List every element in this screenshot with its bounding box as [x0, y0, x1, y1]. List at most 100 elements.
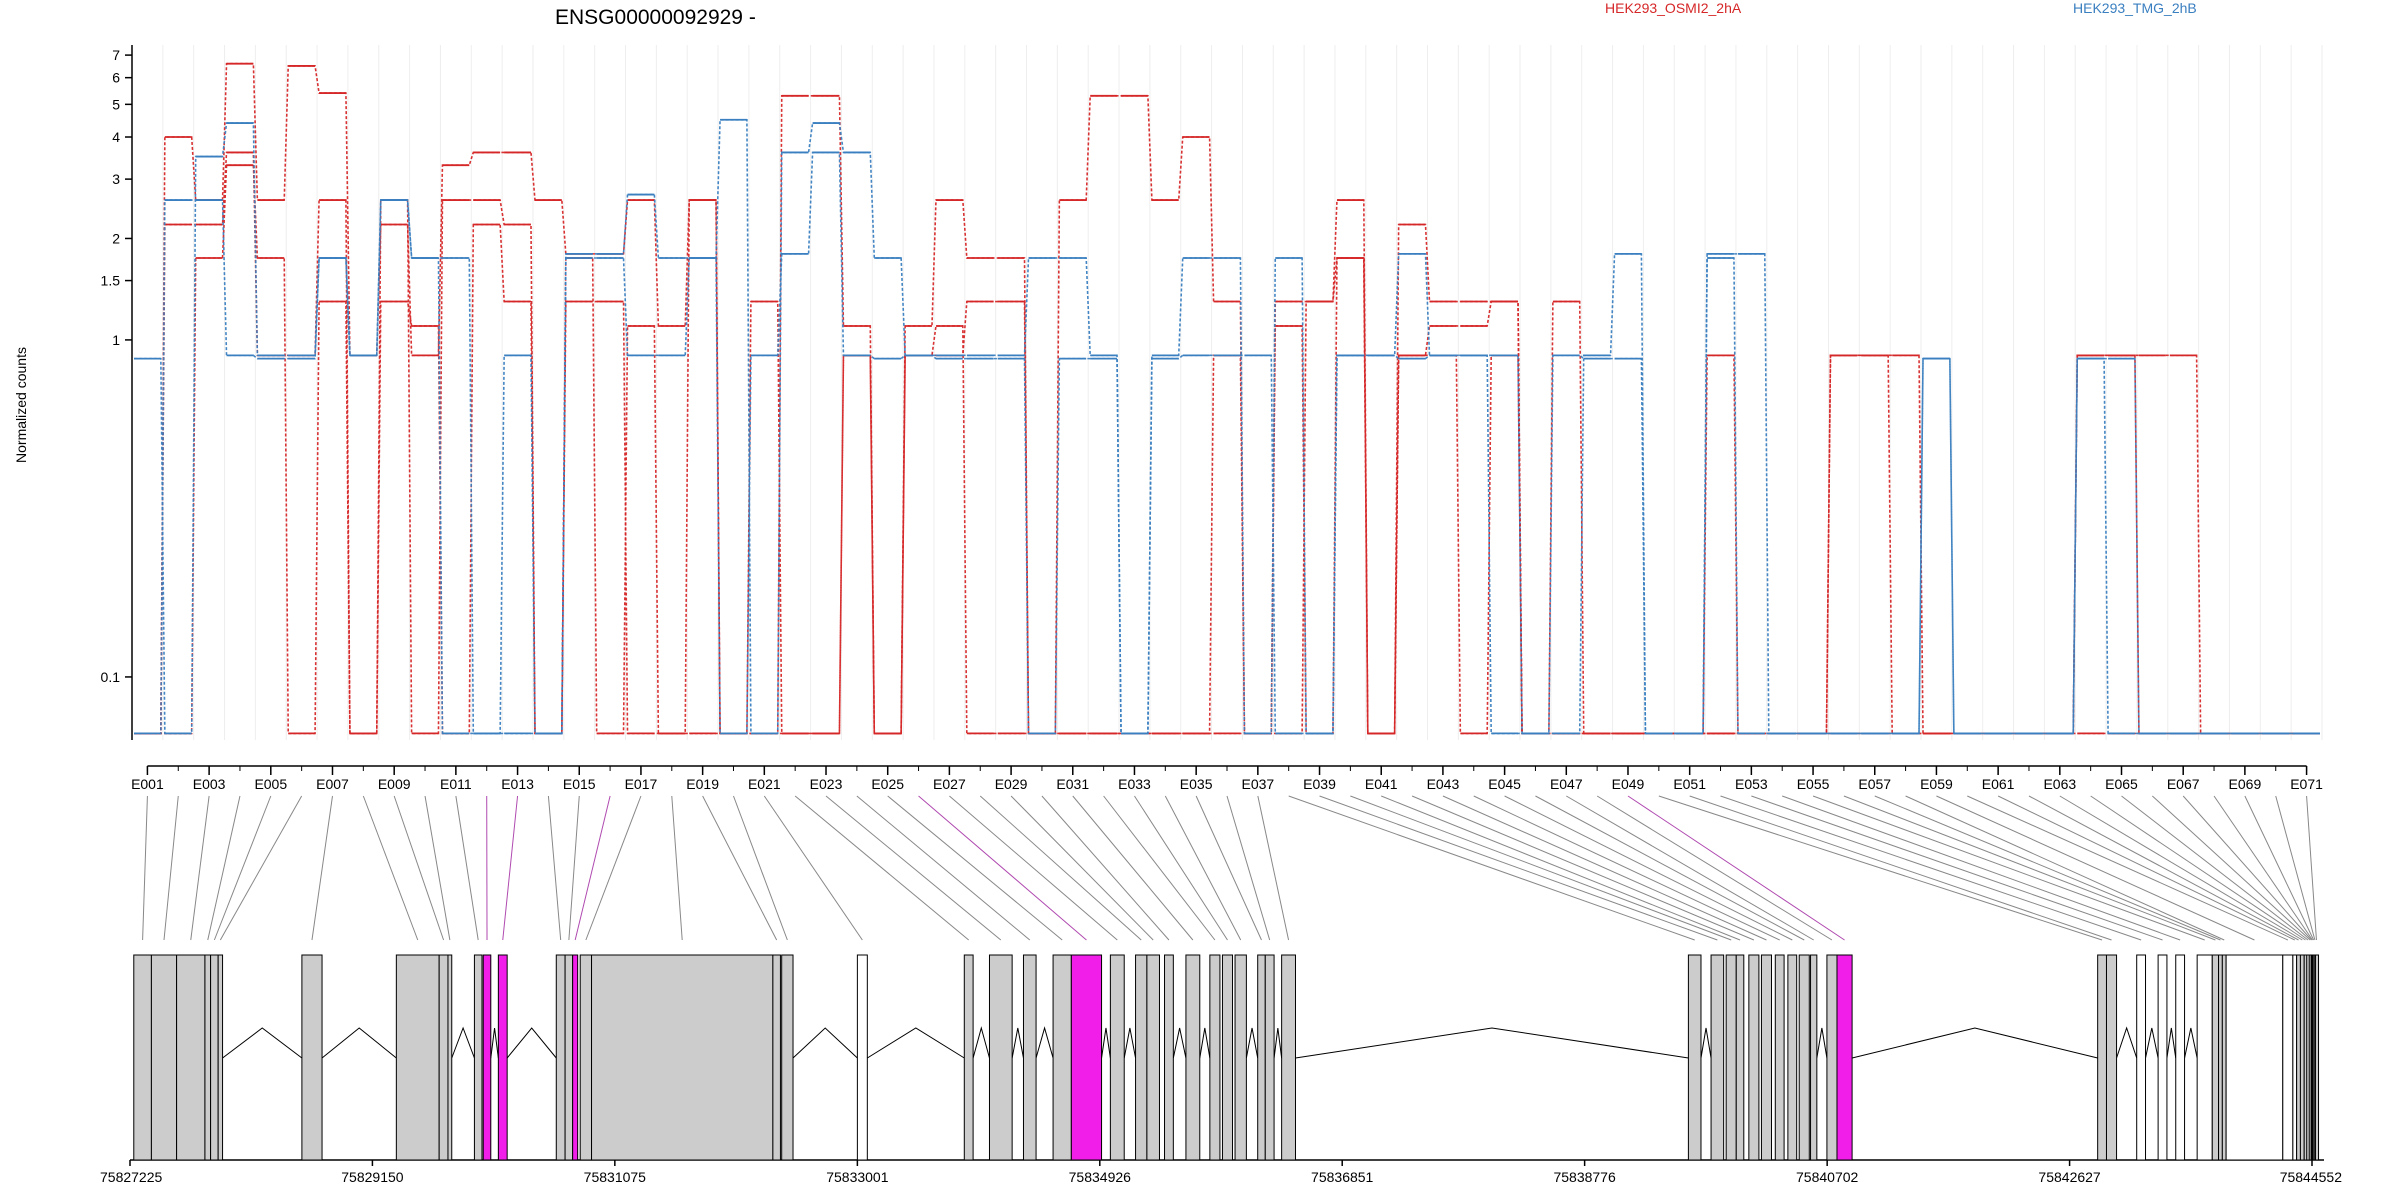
- exon-box: [133, 954, 152, 1161]
- exon-connectors: [142, 795, 2317, 941]
- x-tick-label: E057: [1858, 776, 1891, 792]
- x-tick-label: E067: [2167, 776, 2200, 792]
- exon-box: [1264, 954, 1275, 1161]
- x-tick-label: E063: [2043, 776, 2076, 792]
- gene-model: 75827225 75829150 75831075 75833001 75834926…: [100, 954, 2342, 1185]
- exon-connector: [455, 795, 479, 941]
- exon-connector: [2306, 795, 2317, 941]
- exon-box: [2292, 954, 2298, 1161]
- exon-box: [301, 954, 323, 1161]
- exon-connector: [2090, 795, 2306, 941]
- exon-connector: [1997, 795, 2295, 941]
- exon-box: [1281, 954, 1296, 1161]
- intron-line: [222, 1027, 303, 1059]
- genomic-tick-label: 75831075: [584, 1169, 647, 1185]
- genomic-tick-label: 75833001: [826, 1169, 889, 1185]
- exon-connector: [1566, 795, 1814, 941]
- exon-connector: [568, 795, 580, 941]
- intron-line: [1295, 1027, 1689, 1059]
- series-line: [134, 164, 2320, 735]
- exon-connector: [1689, 795, 2112, 941]
- exon-connector: [979, 795, 1142, 941]
- exon-connector: [219, 795, 303, 941]
- exon-connector: [213, 795, 272, 941]
- genomic-tick-label: 75834926: [1069, 1169, 1132, 1185]
- exon-box: [781, 954, 794, 1161]
- exon-connector: [1010, 795, 1154, 941]
- exon-connector: [1442, 795, 1767, 941]
- x-tick-label: E059: [1920, 776, 1953, 792]
- exon-box: [1774, 954, 1785, 1161]
- y-tick-label: 5: [112, 96, 120, 112]
- intron-line: [1101, 1027, 1111, 1059]
- exon-connector: [163, 795, 179, 941]
- intron-line: [2145, 1027, 2159, 1059]
- exon-box: [2296, 954, 2301, 1161]
- x-tick-label: E065: [2105, 776, 2138, 792]
- series-line: [134, 151, 2320, 735]
- exon-connector: [311, 795, 333, 941]
- exon-connector: [763, 795, 863, 941]
- x-tick-label: E051: [1673, 776, 1706, 792]
- exon-connector: [1751, 795, 2163, 941]
- series-layer: [134, 62, 2320, 735]
- exon-box: [2175, 954, 2186, 1161]
- intron-line: [1851, 1027, 2098, 1059]
- intron-line: [506, 1027, 557, 1059]
- exon-connector: [1226, 795, 1271, 941]
- exon-box: [2218, 954, 2223, 1161]
- exon-connector: [1288, 795, 1695, 941]
- x-tick-label: E005: [254, 776, 287, 792]
- intron-line: [972, 1026, 990, 1059]
- genomic-tick-label: 75840702: [1796, 1169, 1859, 1185]
- exon-box: [2097, 954, 2107, 1161]
- exon-connector: [2244, 795, 2315, 941]
- exon-box: [438, 954, 449, 1161]
- genomic-tick-label: 75836851: [1311, 1169, 1374, 1185]
- x-tick-label: E047: [1550, 776, 1583, 792]
- exon-box: [1135, 954, 1148, 1161]
- x-tick-label: E013: [501, 776, 534, 792]
- intron-line: [1123, 1027, 1137, 1059]
- x-tick-label: E049: [1612, 776, 1645, 792]
- exon-box: [1070, 954, 1103, 1161]
- exon-connector: [2213, 795, 2313, 941]
- exon-box: [2315, 954, 2320, 1161]
- x-tick-label: E055: [1797, 776, 1830, 792]
- exon-box: [2211, 954, 2220, 1161]
- x-tick-label: E003: [193, 776, 226, 792]
- x-tick-label: E035: [1180, 776, 1213, 792]
- exon-connector: [1381, 795, 1741, 941]
- plot-axes: 0.1 1 1.5 2 3 4 5 6 7 E001 E003 E005 E007 E009 E011 E01…: [101, 45, 2323, 792]
- exon-box: [176, 954, 206, 1161]
- legend-entry-osmi2: HEK293_OSMI2_2hA: [1605, 0, 1742, 16]
- x-tick-label: E031: [1056, 776, 1089, 792]
- x-tick-label: E023: [810, 776, 843, 792]
- intron-line: [1700, 1027, 1712, 1059]
- legend-entry-tmg: HEK293_TMG_2hB: [2073, 0, 2197, 16]
- exon-box: [1234, 954, 1247, 1161]
- intron-line: [867, 1027, 965, 1059]
- intron-line: [2184, 1027, 2198, 1059]
- intron-line: [2166, 1027, 2177, 1059]
- exon-box: [2221, 954, 2227, 1161]
- x-tick-label: E041: [1365, 776, 1398, 792]
- x-tick-label: E017: [625, 776, 658, 792]
- x-tick-label: E045: [1488, 776, 1521, 792]
- y-tick-label: 0.1: [101, 669, 121, 685]
- exon-connector: [918, 795, 1087, 941]
- genomic-tick-label: 75838776: [1553, 1169, 1616, 1185]
- exon-box: [1760, 954, 1773, 1161]
- exon-box: [204, 954, 212, 1161]
- exon-box: [572, 954, 579, 1161]
- exon-box: [1748, 954, 1760, 1161]
- intron-line: [1199, 1027, 1211, 1059]
- intron-line: [1245, 1027, 1259, 1059]
- exon-box: [1687, 954, 1702, 1161]
- exon-box: [217, 954, 224, 1161]
- exon-connector: [1319, 795, 1718, 941]
- x-tick-label: E061: [1982, 776, 2015, 792]
- exon-box: [2105, 954, 2118, 1161]
- exon-connector: [1257, 795, 1290, 941]
- x-tick-label: E027: [933, 776, 966, 792]
